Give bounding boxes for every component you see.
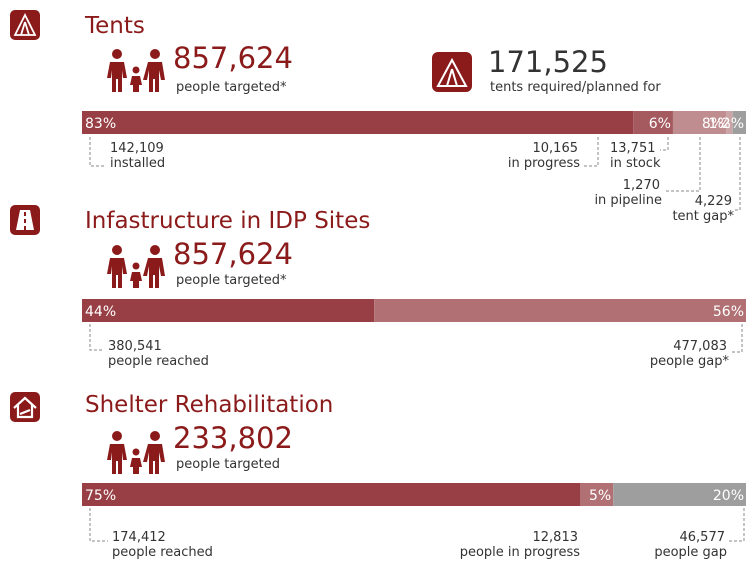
- tents-icon: [10, 10, 40, 40]
- note-value: 46,577: [680, 530, 726, 545]
- bar-segment: [374, 299, 746, 322]
- people-count: 233,802: [173, 421, 293, 455]
- people-label: people targeted: [176, 457, 280, 472]
- extra-value: 171,525: [488, 45, 608, 79]
- percent-label: 44%: [85, 304, 116, 320]
- note-label: tent gap*: [672, 209, 734, 224]
- leader-line: [729, 508, 745, 542]
- section-title: Tents: [84, 13, 145, 39]
- note-label: people gap*: [650, 354, 730, 369]
- note-value: 10,165: [533, 141, 579, 156]
- leader-line: [89, 137, 106, 167]
- note-label: in pipeline: [594, 193, 662, 208]
- people-icon: [107, 49, 165, 92]
- percent-label: 5%: [589, 488, 611, 504]
- extra-label: tents required/planned for: [490, 80, 661, 95]
- percent-label: 2%: [722, 116, 744, 132]
- bar-segment: [580, 483, 614, 506]
- note-label: people gap: [654, 545, 727, 560]
- bar-segment: [82, 483, 580, 506]
- bar-segment: [726, 111, 733, 134]
- note-label: people reached: [112, 545, 213, 560]
- bar-segment: [732, 111, 746, 134]
- section-title: Shelter Rehabilitation: [85, 392, 333, 418]
- road-icon: [10, 205, 40, 235]
- percent-label: 1%: [709, 116, 731, 132]
- note-value: 142,109: [110, 141, 164, 156]
- section-title: Infastructure in IDP Sites: [85, 208, 370, 234]
- people-label: people targeted*: [176, 273, 287, 288]
- percent-label: 20%: [713, 488, 744, 504]
- percent-label: 8%: [702, 116, 724, 132]
- note-value: 4,229: [695, 194, 732, 209]
- note-value: 1,270: [623, 178, 660, 193]
- leader-line: [89, 324, 104, 351]
- leader-line: [89, 508, 108, 542]
- people-count: 857,624: [173, 41, 293, 75]
- people-icon: [107, 431, 165, 474]
- leader-line: [582, 137, 599, 167]
- note-value: 477,083: [673, 339, 727, 354]
- note-value: 380,541: [108, 339, 162, 354]
- leader-line: [660, 137, 669, 151]
- note-label: people in progress: [460, 545, 581, 560]
- note-label: installed: [110, 156, 165, 171]
- percent-label: 75%: [85, 488, 116, 504]
- percent-label: 6%: [649, 116, 671, 132]
- bar-segment: [613, 483, 746, 506]
- leader-line: [734, 137, 741, 211]
- people-count: 857,624: [173, 237, 293, 271]
- leader-line: [664, 137, 701, 192]
- note-value: 12,813: [533, 530, 579, 545]
- note-value: 13,751: [610, 141, 656, 156]
- note-label: people reached: [108, 354, 209, 369]
- percent-label: 56%: [713, 304, 744, 320]
- house-icon: [10, 392, 40, 422]
- bar-segment: [82, 111, 634, 134]
- note-value: 174,412: [112, 530, 166, 545]
- bar-segment: [633, 111, 673, 134]
- leader-line: [731, 324, 743, 353]
- note-label: in stock: [610, 156, 661, 171]
- bar-segment: [82, 299, 375, 322]
- note-label: in progress: [508, 156, 580, 171]
- people-icon: [107, 245, 165, 288]
- people-label: people targeted*: [176, 80, 287, 95]
- tent-icon-small: [432, 52, 472, 92]
- bar-segment: [672, 111, 727, 134]
- percent-label: 83%: [85, 116, 116, 132]
